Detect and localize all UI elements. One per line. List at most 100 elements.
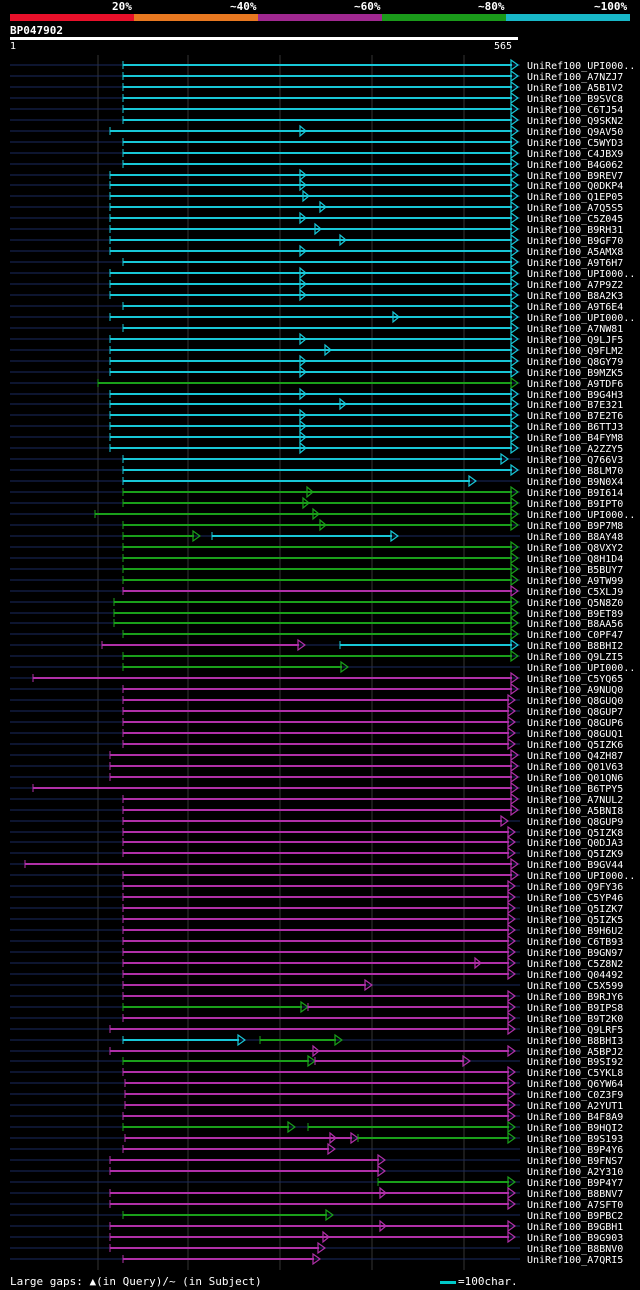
hit-arrow — [364, 978, 374, 992]
hit-arrow — [312, 1252, 322, 1266]
hit-arrow — [377, 1153, 387, 1167]
hit-arrow — [510, 584, 520, 598]
hit-arrow — [300, 1000, 310, 1014]
hit-arrow — [507, 1076, 517, 1090]
scale-legend: =100char. — [440, 1275, 518, 1288]
hit-arrow — [297, 638, 307, 652]
hit-arrow — [510, 759, 520, 773]
scale-bar — [440, 1280, 456, 1284]
hit-label: UniRef100_C6TJ54 — [527, 105, 623, 116]
hit-label: UniRef100_Q9LRF5 — [527, 1025, 623, 1036]
legend-label-80: ~80% — [478, 0, 505, 13]
hit-arrow — [500, 814, 510, 828]
hit-label: UniRef100_B9P7M8 — [527, 521, 623, 532]
hit-arrow — [192, 529, 202, 543]
hit-label: UniRef100_C0Z3F9 — [527, 1090, 623, 1101]
hit-label: UniRef100_A7NW81 — [527, 324, 623, 335]
hit-label: UniRef100_B4F8A9 — [527, 1112, 623, 1123]
hit-label: UniRef100_Q04492 — [527, 970, 623, 981]
hit-label: UniRef100_UPI000.. — [527, 663, 635, 674]
hit-arrow — [507, 1230, 517, 1244]
hit-label: UniRef100_B8BNV7 — [527, 1189, 623, 1200]
hit-marker — [299, 266, 307, 280]
hit-arrow — [507, 901, 517, 915]
hit-arrow — [510, 80, 520, 94]
hit-label: UniRef100_B9SVC8 — [527, 94, 623, 105]
hit-label: UniRef100_B5BUY7 — [527, 565, 623, 576]
hit-label: UniRef100_Q4ZH87 — [527, 751, 623, 762]
hit-label: UniRef100_B9GN97 — [527, 948, 623, 959]
hit-label: UniRef100_A7P9Z2 — [527, 280, 623, 291]
hit-label: UniRef100_B9FNS7 — [527, 1156, 623, 1167]
hit-label: UniRef100_Q01QN6 — [527, 773, 623, 784]
query-end: 565 — [494, 41, 513, 52]
hit-arrow — [510, 606, 520, 620]
hit-label: UniRef100_Q9LJF5 — [527, 335, 623, 346]
hit-arrow — [510, 387, 520, 401]
hit-arrow — [500, 452, 510, 466]
hit-arrow — [507, 846, 517, 860]
hit-arrow — [510, 430, 520, 444]
hit-arrow — [507, 1197, 517, 1211]
hit-label: UniRef100_A7QRI5 — [527, 1255, 623, 1266]
hit-label: UniRef100_Q0DKP4 — [527, 181, 623, 192]
hit-arrow — [510, 58, 520, 72]
hit-label: UniRef100_Q1EP05 — [527, 192, 623, 203]
hit-marker — [314, 222, 322, 236]
hit-marker — [299, 441, 307, 455]
hit-arrow — [510, 211, 520, 225]
hit-arrow — [510, 332, 520, 346]
hit-label: UniRef100_B6TPY5 — [527, 784, 623, 795]
hit-label: UniRef100_C6TB93 — [527, 937, 623, 948]
hit-arrow — [507, 934, 517, 948]
hit-arrow — [510, 310, 520, 324]
hit-label: UniRef100_A5BNI8 — [527, 806, 623, 817]
hit-arrow — [507, 1065, 517, 1079]
hit-label: UniRef100_B9P4Y7 — [527, 1178, 623, 1189]
hit-marker — [329, 1131, 337, 1145]
hit-arrow — [507, 890, 517, 904]
hit-label: UniRef100_Q0DJA3 — [527, 838, 623, 849]
hit-marker — [339, 233, 347, 247]
hit-label: UniRef100_B9GF70 — [527, 236, 623, 247]
hit-marker — [299, 354, 307, 368]
hit-label: UniRef100_Q5IZK7 — [527, 904, 623, 915]
hit-arrow — [510, 266, 520, 280]
hit-label: UniRef100_Q5N8Z0 — [527, 598, 623, 609]
hit-label: UniRef100_B7E321 — [527, 400, 623, 411]
hit-label: UniRef100_UPI000.. — [527, 313, 635, 324]
hit-marker — [379, 1186, 387, 1200]
hit-label: UniRef100_C5YQ65 — [527, 674, 623, 685]
hit-arrow — [507, 1109, 517, 1123]
hit-marker — [299, 288, 307, 302]
hit-label: UniRef100_B9REV7 — [527, 171, 623, 182]
hit-marker — [299, 387, 307, 401]
hit-label: UniRef100_B9SI92 — [527, 1057, 623, 1068]
hit-label: UniRef100_Q8VXY2 — [527, 543, 623, 554]
hit-label: UniRef100_B4FYM8 — [527, 433, 623, 444]
hit-label: UniRef100_B8A2K3 — [527, 291, 623, 302]
hit-label: UniRef100_A9NUQ0 — [527, 685, 623, 696]
hit-arrow — [507, 1219, 517, 1233]
hit-label: UniRef100_C5XLJ9 — [527, 587, 623, 598]
hit-label: UniRef100_B9GBH1 — [527, 1222, 623, 1233]
hit-label: UniRef100_B8BHI3 — [527, 1036, 623, 1047]
hit-marker — [299, 419, 307, 433]
hit-label: UniRef100_B4G062 — [527, 160, 623, 171]
hit-arrow — [468, 474, 478, 488]
hit-marker — [379, 1219, 387, 1233]
hit-marker — [392, 310, 400, 324]
legend-bar-60 — [258, 14, 382, 21]
hit-arrow — [510, 222, 520, 236]
hit-arrow — [507, 967, 517, 981]
hit-marker — [299, 244, 307, 258]
hit-arrow — [334, 1033, 344, 1047]
hit-arrow — [510, 135, 520, 149]
hit-marker — [339, 397, 347, 411]
hit-arrow — [507, 737, 517, 751]
hit-label: UniRef100_B9ET89 — [527, 609, 623, 620]
hit-marker — [312, 507, 320, 521]
hit-arrow — [510, 299, 520, 313]
hit-label: UniRef100_Q8GUQ1 — [527, 729, 623, 740]
hit-label: UniRef100_A2YUT1 — [527, 1101, 623, 1112]
